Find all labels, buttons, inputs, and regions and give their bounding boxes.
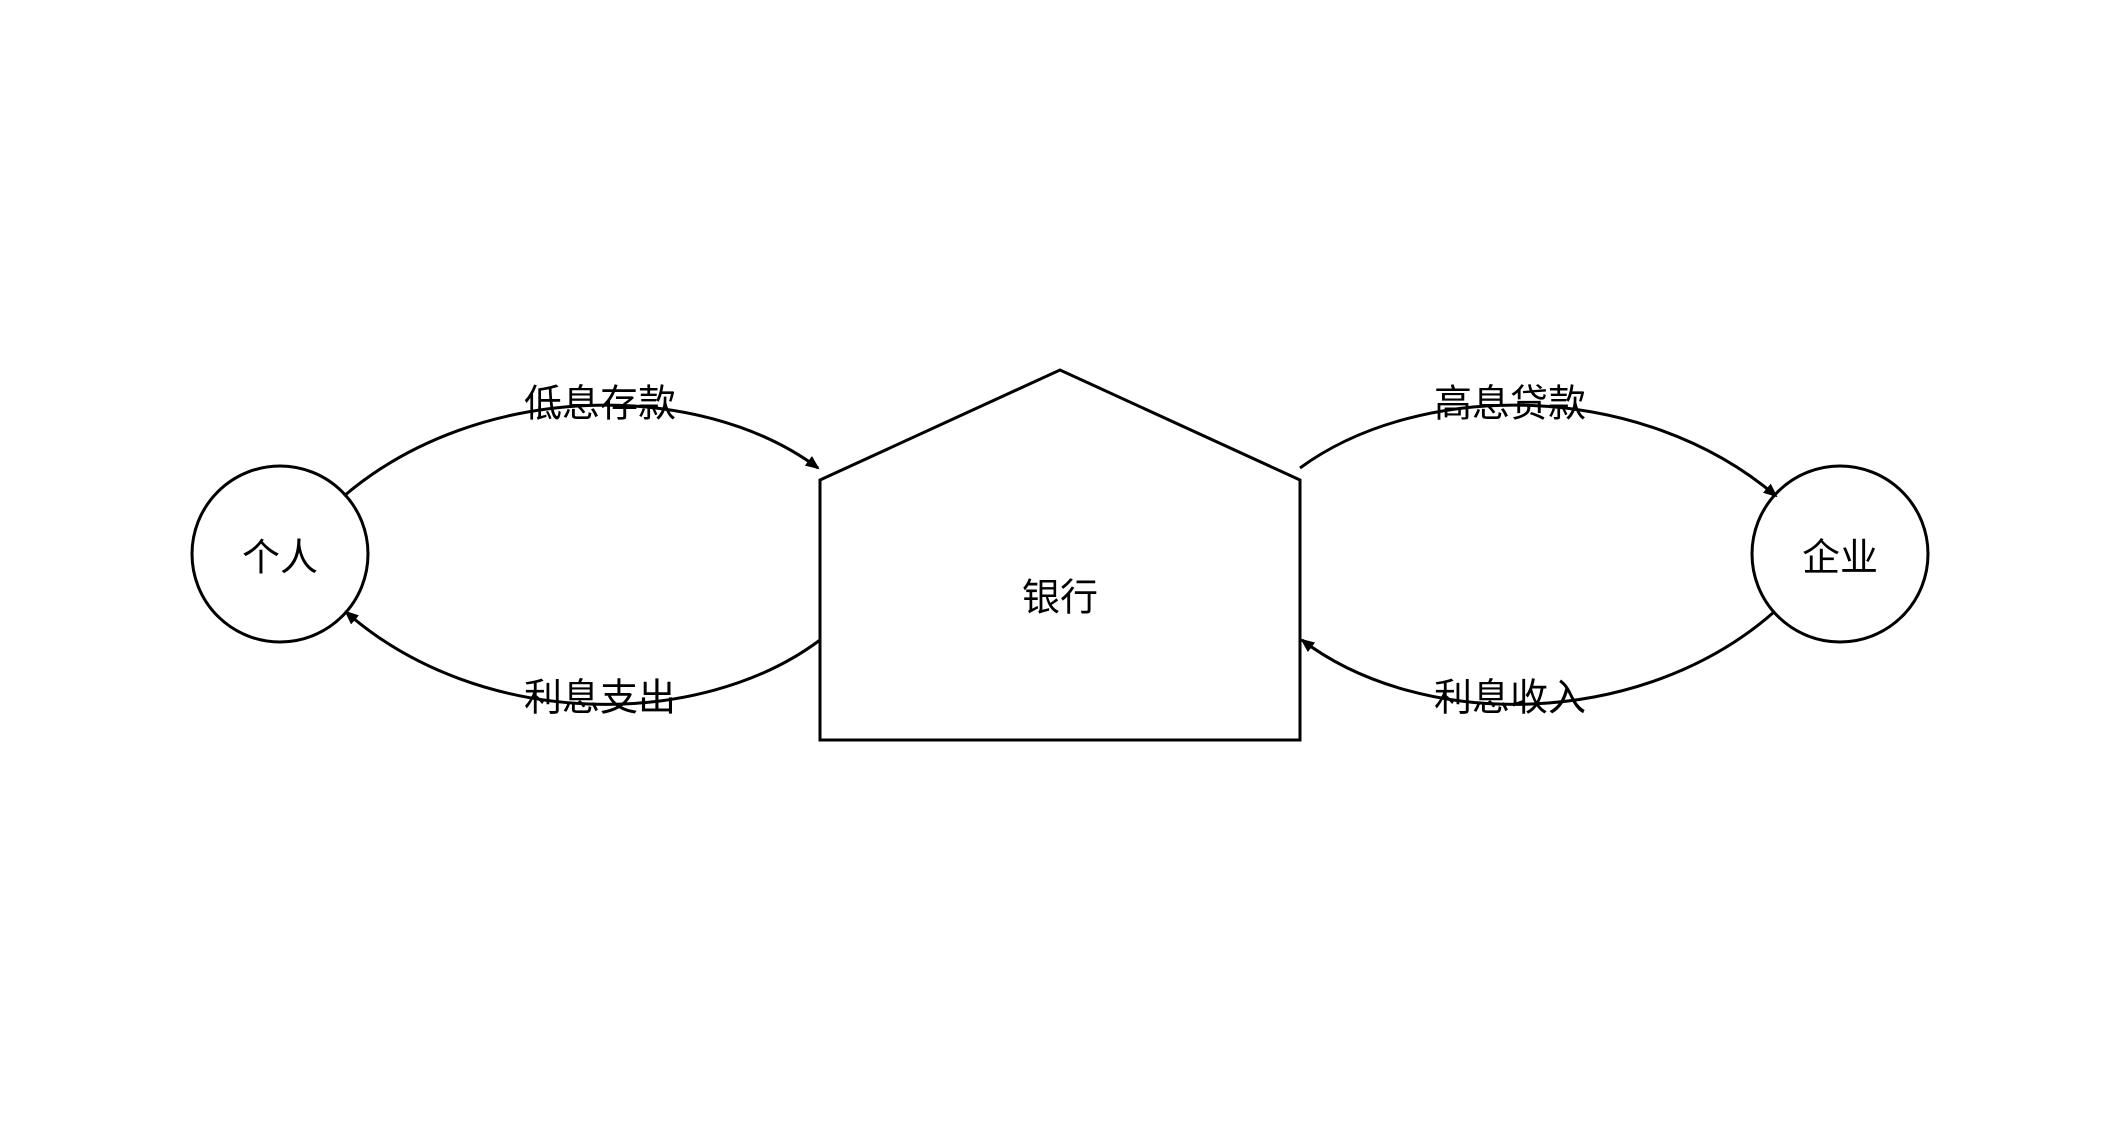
node-bank (820, 370, 1300, 740)
node-individual-label: 个人 (242, 527, 318, 582)
edge-interest-expense-label: 利息支出 (524, 667, 676, 722)
node-enterprise-label: 企业 (1802, 527, 1878, 582)
edge-interest-income-label: 利息收入 (1434, 667, 1586, 722)
edge-loan-label: 高息贷款 (1434, 373, 1586, 428)
edge-deposit-label: 低息存款 (524, 373, 676, 428)
bank-flow-diagram: 个人 银行 企业 低息存款 利息支出 高息贷款 利息收入 (0, 0, 2120, 1137)
node-bank-label: 银行 (1022, 567, 1098, 622)
